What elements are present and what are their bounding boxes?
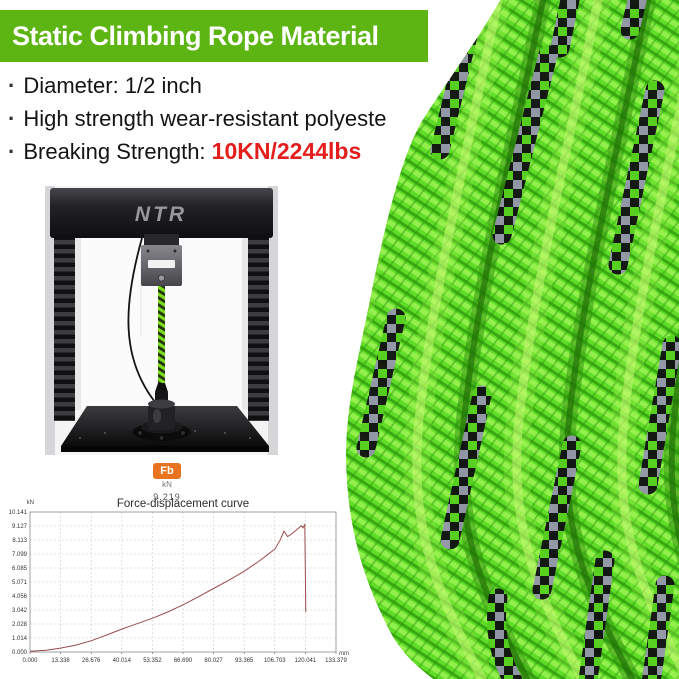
header-banner: Static Climbing Rope Material xyxy=(0,10,428,62)
spec-diameter: Diameter: 1/2 inch xyxy=(8,69,387,102)
breaking-strength-value: 10KN/2244lbs xyxy=(211,138,362,164)
x-tick-label: 66.690 xyxy=(174,658,193,664)
y-tick-label: 8.113 xyxy=(12,538,27,544)
machine-test-rope xyxy=(158,286,165,386)
y-tick-label: 9.127 xyxy=(12,524,28,530)
y-tick-label: 6.085 xyxy=(12,566,28,572)
x-tick-label: 40.014 xyxy=(113,658,132,664)
x-tick-label: 13.338 xyxy=(51,658,70,664)
y-tick-label: 10.141 xyxy=(9,510,28,516)
y-tick-label: 5.071 xyxy=(12,580,28,586)
tensile-test-machine-photo: NTR xyxy=(45,186,278,455)
y-tick-label: 1.014 xyxy=(12,636,28,642)
force-readout-label: Fb xyxy=(153,463,181,479)
x-tick-label: 0.000 xyxy=(22,658,38,664)
machine-lower-fixture xyxy=(132,383,191,441)
y-tick-label: 3.042 xyxy=(12,608,28,614)
force-readout-unit: kN xyxy=(162,480,172,489)
machine-right-column xyxy=(248,236,269,421)
chart-plot-area: 10.141 9.127 8.113 7.099 6.085 5.071 4.056 3.04… xyxy=(9,510,348,664)
x-tick-label: 53.352 xyxy=(143,658,162,664)
rope-tracer-checker-bands xyxy=(356,0,679,679)
force-readout-value: 9.219 xyxy=(153,492,181,502)
page-title: Static Climbing Rope Material xyxy=(12,21,379,51)
plot-border xyxy=(29,511,337,653)
y-tick-label: 7.099 xyxy=(12,552,28,558)
machine-left-column xyxy=(54,236,75,421)
spec-list: Diameter: 1/2 inch High strength wear-re… xyxy=(8,69,387,168)
chart-x-unit: mm xyxy=(339,651,349,657)
force-curve-line xyxy=(29,522,307,652)
x-tick-label: 93.365 xyxy=(235,658,254,664)
y-tick-label: 4.056 xyxy=(12,594,28,600)
force-displacement-chart: Force-displacement curve kN mm 10.141 9.1… xyxy=(9,498,349,664)
x-tick-label: 133.379 xyxy=(325,658,347,664)
chart-title: Force-displacement curve xyxy=(117,498,249,510)
spec-breaking-strength: Breaking Strength: 10KN/2244lbs xyxy=(8,135,387,168)
x-tick-label: 26.676 xyxy=(82,658,101,664)
machine-crossbar xyxy=(50,188,273,238)
force-readout: Fb kN 9.219 xyxy=(134,461,200,502)
x-tick-label: 80.027 xyxy=(204,658,223,664)
machine-upper-clamp xyxy=(141,234,182,286)
machine-brand-logo: NTR xyxy=(135,203,187,226)
y-tick-label: 2.028 xyxy=(12,622,28,628)
machine-sensor-cable xyxy=(127,237,156,403)
y-tick-label: 0.000 xyxy=(12,650,28,656)
spec-material: High strength wear-resistant polyeste xyxy=(8,102,386,135)
x-tick-label: 106.703 xyxy=(264,658,286,664)
chart-y-unit: kN xyxy=(27,500,34,506)
x-tick-label: 120.041 xyxy=(295,658,317,664)
